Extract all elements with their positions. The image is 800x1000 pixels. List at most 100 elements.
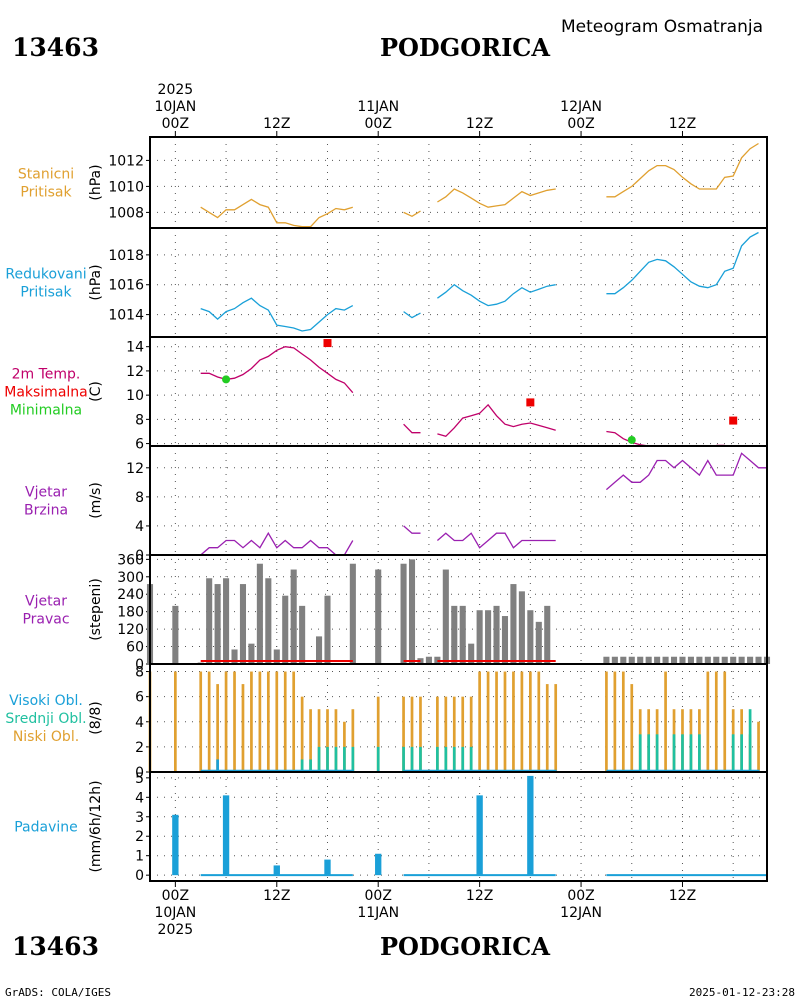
low-cloud-bar: [554, 684, 558, 772]
y-tick-label: 5: [135, 771, 144, 787]
low-cloud-bar: [714, 671, 718, 772]
low-cloud-bar: [723, 671, 727, 772]
wind-direction-bar: [544, 605, 551, 664]
mid-cloud-bar: [317, 746, 321, 772]
series-line: [437, 188, 556, 208]
y-tick-label: 14: [126, 340, 144, 356]
panel-temperature: 6 8 10 12 14 (C) 2m Temp. Maksimalna Minimalna: [4, 336, 768, 453]
wind-direction-bar: [256, 563, 263, 664]
panel-frame: [149, 136, 768, 229]
station-id: 13463: [12, 33, 99, 62]
wind-direction-bar: [721, 656, 728, 664]
bottom-axis-label: 11JAN: [357, 905, 399, 921]
wind-direction-bar: [687, 656, 694, 664]
y-tick-label: 1012: [108, 153, 144, 169]
mid-cloud-bar: [334, 746, 338, 772]
precip-bar: [222, 795, 230, 876]
low-cloud-bar: [528, 671, 532, 772]
low-cloud-bar: [351, 709, 355, 772]
mid-cloud-bar: [655, 734, 659, 772]
wind-direction-bar: [273, 649, 280, 664]
low-cloud-bar: [495, 671, 498, 772]
panel-frame: [149, 336, 768, 447]
bottom-axis-label: 00Z: [365, 888, 392, 904]
low-cloud-bar: [207, 671, 211, 772]
low-cloud-bar: [452, 696, 456, 772]
low-cloud-bar: [520, 671, 524, 772]
wind-direction-bar: [704, 656, 711, 664]
low-cloud-bar: [444, 696, 448, 772]
panel-title-line: Padavine: [14, 820, 78, 836]
low-cloud-bar: [461, 696, 465, 772]
wind-direction-bar: [223, 578, 230, 664]
series-line: [606, 142, 759, 198]
y-tick-label: 1: [135, 849, 144, 865]
series-line: [437, 403, 556, 438]
wind-direction-bar: [400, 563, 407, 664]
wind-direction-bar: [468, 643, 475, 664]
mid-cloud-bar: [444, 746, 448, 772]
mid-cloud-bar: [351, 746, 355, 772]
precip-bar: [476, 795, 483, 876]
footer-credit: GrADS: COLA/IGES: [5, 986, 111, 999]
panel-title-line: Visoki Obl.: [9, 693, 83, 709]
bottom-axis-label: 2025: [158, 922, 194, 938]
low-cloud-bar: [300, 696, 304, 772]
low-cloud-bar: [174, 671, 177, 772]
top-axis-label: 00Z: [567, 116, 594, 132]
y-tick-label: 1010: [108, 179, 144, 195]
y-tick-label: 1008: [108, 205, 144, 221]
panel-title-line: Minimalna: [10, 403, 82, 419]
low-cloud-bar: [537, 671, 541, 772]
y-tick-label: 12: [126, 364, 144, 380]
y-tick-label: 2: [135, 829, 144, 845]
panel-title-line: Stanicni: [18, 167, 74, 183]
wind-direction-bar: [501, 616, 509, 664]
y-axis-unit: (8/8): [88, 701, 104, 734]
y-axis-unit: (m/s): [88, 482, 104, 519]
low-cloud-bar: [309, 709, 312, 772]
wind-direction-bar: [290, 569, 297, 664]
low-cloud-bar: [224, 671, 228, 772]
wind-direction-bar: [239, 584, 247, 664]
wind-direction-bar: [738, 656, 745, 664]
temp-max-marker: [729, 416, 738, 425]
low-cloud-bar: [605, 671, 608, 772]
low-cloud-bar: [630, 684, 634, 772]
wind-direction-bar: [451, 605, 458, 664]
wind-direction-bar: [730, 656, 737, 664]
top-axis-label: 12Z: [466, 116, 493, 132]
y-tick-label: 1018: [108, 248, 144, 264]
panel-title-line: Pritisak: [20, 285, 72, 301]
panel-title-line: Vjetar: [25, 594, 67, 610]
y-tick-label: 360: [117, 552, 144, 568]
precip-bar: [324, 859, 331, 876]
mid-cloud-bar: [461, 746, 465, 772]
series-line: [403, 423, 421, 434]
wind-direction-bar: [535, 621, 542, 664]
y-tick-label: 0: [135, 765, 144, 781]
low-cloud-bar: [266, 671, 270, 772]
bottom-axis-label: 12JAN: [560, 905, 602, 921]
panel-title-line: Maksimalna: [4, 385, 88, 401]
series-line: [605, 452, 767, 491]
temp-max-marker: [526, 398, 535, 407]
wind-direction-bar: [459, 605, 466, 664]
wind-direction-bar: [527, 610, 534, 664]
y-tick-label: 8: [135, 490, 144, 506]
wind-direction-bar: [265, 578, 272, 664]
low-cloud-bar: [436, 696, 439, 772]
wind-direction-bar: [679, 656, 686, 664]
top-axis-label: 12JAN: [560, 99, 602, 115]
panel-title-line: Redukovani: [5, 267, 86, 283]
meteogram-title: Meteogram Osmatranja: [561, 17, 763, 37]
precip-bar: [172, 814, 179, 876]
low-cloud-bar: [419, 696, 422, 772]
series-line: [437, 283, 556, 307]
mid-cloud-bar: [672, 734, 676, 772]
low-cloud-bar: [757, 721, 760, 772]
y-tick-label: 0: [135, 868, 144, 884]
y-tick-label: 300: [117, 570, 144, 586]
wind-direction-bar: [485, 610, 492, 664]
